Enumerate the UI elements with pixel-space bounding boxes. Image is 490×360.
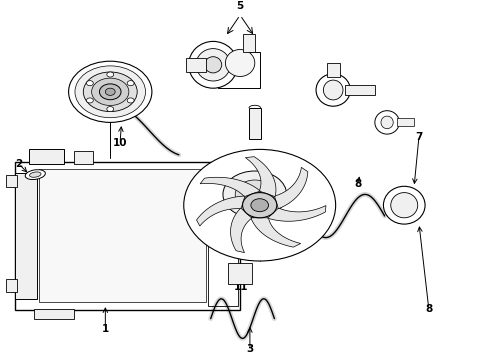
Circle shape	[127, 81, 134, 86]
Polygon shape	[245, 157, 276, 197]
Text: 7: 7	[415, 132, 423, 142]
Text: 5: 5	[237, 1, 244, 11]
Bar	[74, 151, 93, 164]
Circle shape	[75, 66, 146, 118]
Bar	[397, 118, 414, 126]
Ellipse shape	[316, 74, 350, 106]
Text: 8: 8	[354, 179, 361, 189]
Text: 9: 9	[287, 228, 294, 238]
Circle shape	[107, 107, 114, 112]
Text: 1: 1	[102, 324, 109, 334]
Bar	[327, 63, 340, 77]
Bar	[15, 162, 240, 310]
Polygon shape	[231, 208, 252, 253]
Bar	[34, 309, 74, 319]
Ellipse shape	[381, 116, 393, 129]
Polygon shape	[268, 206, 326, 221]
Circle shape	[223, 171, 287, 218]
Circle shape	[251, 199, 269, 212]
Ellipse shape	[205, 57, 221, 73]
Circle shape	[184, 149, 336, 261]
Ellipse shape	[375, 111, 399, 134]
Bar	[6, 279, 17, 292]
Text: 8: 8	[425, 303, 432, 314]
Circle shape	[107, 72, 114, 77]
Text: 3: 3	[246, 344, 253, 354]
Ellipse shape	[383, 186, 425, 224]
Bar	[186, 58, 206, 72]
Bar	[208, 166, 238, 306]
Bar	[39, 169, 206, 302]
Text: 6: 6	[411, 206, 417, 216]
Ellipse shape	[196, 49, 230, 81]
Ellipse shape	[25, 170, 46, 180]
Circle shape	[86, 98, 93, 103]
Circle shape	[127, 98, 134, 103]
Circle shape	[99, 84, 121, 100]
Polygon shape	[196, 196, 245, 226]
Bar	[15, 173, 37, 299]
Circle shape	[105, 88, 115, 95]
Bar	[29, 149, 64, 164]
Bar	[345, 85, 375, 95]
Ellipse shape	[323, 80, 343, 100]
Text: 4: 4	[218, 168, 225, 179]
Ellipse shape	[29, 172, 41, 177]
Bar	[243, 34, 255, 52]
Text: 11: 11	[234, 282, 248, 292]
Bar	[228, 263, 252, 284]
Circle shape	[83, 72, 137, 112]
Ellipse shape	[189, 41, 238, 88]
Polygon shape	[251, 218, 301, 247]
Text: 10: 10	[113, 138, 127, 148]
Bar	[6, 175, 17, 187]
Circle shape	[243, 193, 277, 218]
Polygon shape	[274, 167, 308, 209]
Text: 2: 2	[15, 159, 22, 169]
Circle shape	[92, 78, 129, 105]
Bar	[249, 108, 261, 139]
Ellipse shape	[391, 193, 417, 218]
Circle shape	[69, 61, 152, 122]
Circle shape	[86, 81, 93, 86]
Circle shape	[235, 180, 274, 209]
Bar	[218, 52, 260, 88]
Polygon shape	[200, 177, 260, 197]
Ellipse shape	[225, 49, 255, 77]
